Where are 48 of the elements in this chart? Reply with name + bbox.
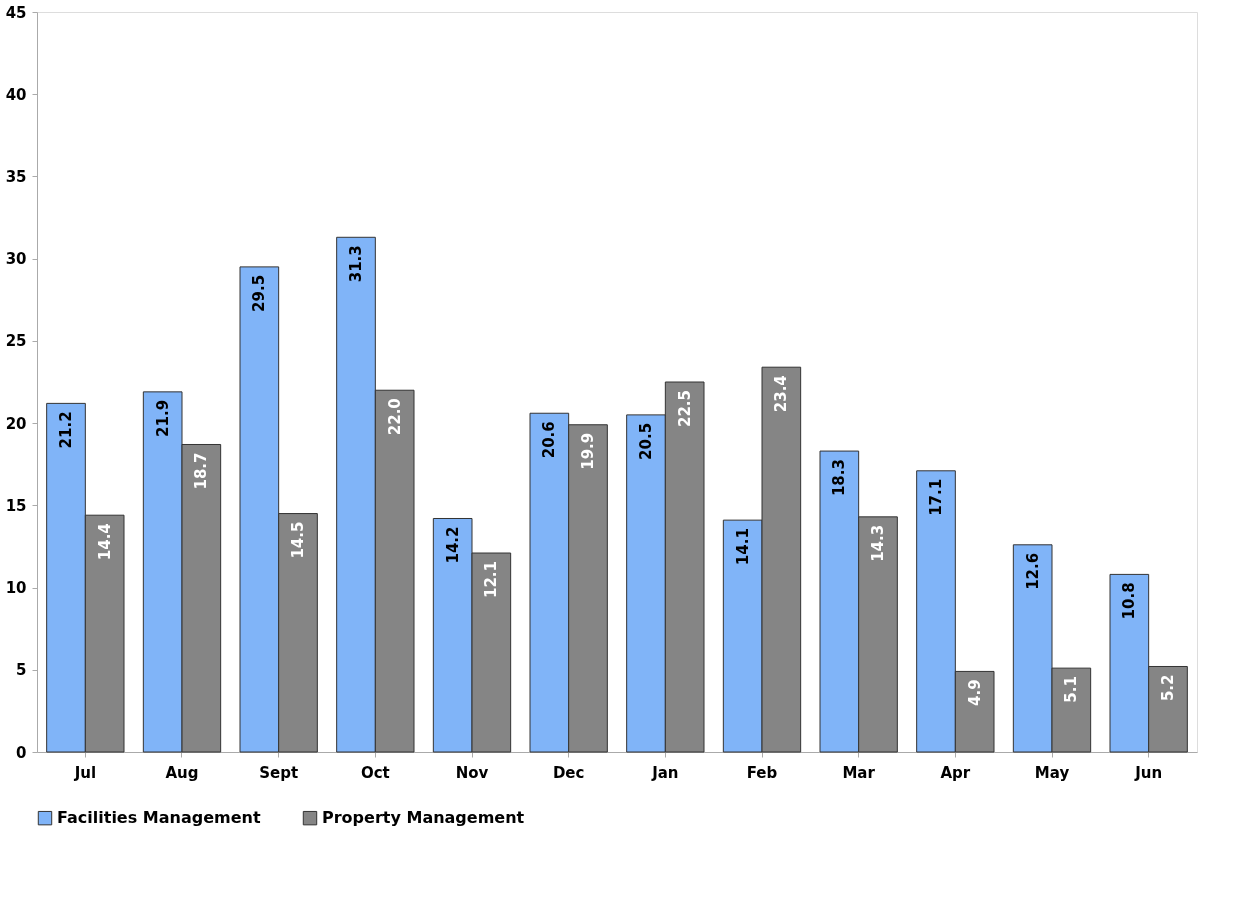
- legend-label: Facilities Management: [57, 808, 261, 828]
- y-tick-label: 35: [5, 167, 27, 186]
- text: 29.5: [250, 274, 269, 312]
- text: 18.3: [830, 459, 849, 497]
- text: 21.2: [57, 411, 75, 449]
- text: 20.5: [637, 422, 655, 460]
- y-tick-label: 20: [5, 414, 27, 433]
- text: 20.6: [540, 421, 559, 459]
- text: 23.4: [772, 375, 791, 413]
- text: 14.1: [733, 528, 752, 566]
- text: 14.5: [289, 521, 307, 559]
- x-tick-label: Sept: [259, 763, 299, 782]
- x-tick-label: Jan: [651, 763, 679, 782]
- text: 22.0: [385, 398, 404, 436]
- y-tick-label: 45: [5, 3, 27, 22]
- text: 31.3: [347, 245, 365, 283]
- text: 18.7: [192, 452, 211, 490]
- text: 10.8: [1120, 582, 1139, 620]
- x-tick-label: Feb: [746, 763, 778, 782]
- y-tick-label: 25: [5, 332, 27, 351]
- text: 14.2: [443, 526, 462, 564]
- text: 5.2: [1159, 674, 1177, 702]
- x-tick-label: Apr: [940, 763, 971, 782]
- y-tick-label: 0: [16, 743, 27, 762]
- text: 22.5: [675, 390, 694, 428]
- text: 14.4: [95, 523, 114, 561]
- x-tick-label: Aug: [165, 763, 199, 782]
- x-tick-label: Oct: [360, 763, 390, 782]
- x-tick-label: Dec: [552, 763, 585, 782]
- x-tick-label: Jun: [1134, 763, 1163, 782]
- y-tick-label: 10: [5, 579, 27, 598]
- y-tick-label: 5: [16, 661, 27, 680]
- legend-label: Property Management: [322, 808, 525, 828]
- x-tick-label: Nov: [455, 763, 489, 782]
- text: 14.3: [869, 524, 887, 562]
- text: 19.9: [579, 432, 597, 470]
- x-tick-label: Jul: [73, 763, 97, 782]
- text: 17.1: [927, 478, 945, 516]
- text: 12.6: [1023, 552, 1042, 590]
- y-tick-label: 15: [5, 496, 27, 515]
- y-tick-label: 30: [5, 250, 27, 269]
- text: 4.9: [965, 679, 984, 706]
- x-tick-label: May: [1034, 763, 1070, 782]
- y-tick-label: 40: [5, 85, 27, 104]
- text: 12.1: [482, 561, 501, 599]
- text: 21.9: [153, 399, 172, 437]
- text: 5.1: [1062, 676, 1081, 703]
- x-tick-label: Mar: [842, 763, 876, 782]
